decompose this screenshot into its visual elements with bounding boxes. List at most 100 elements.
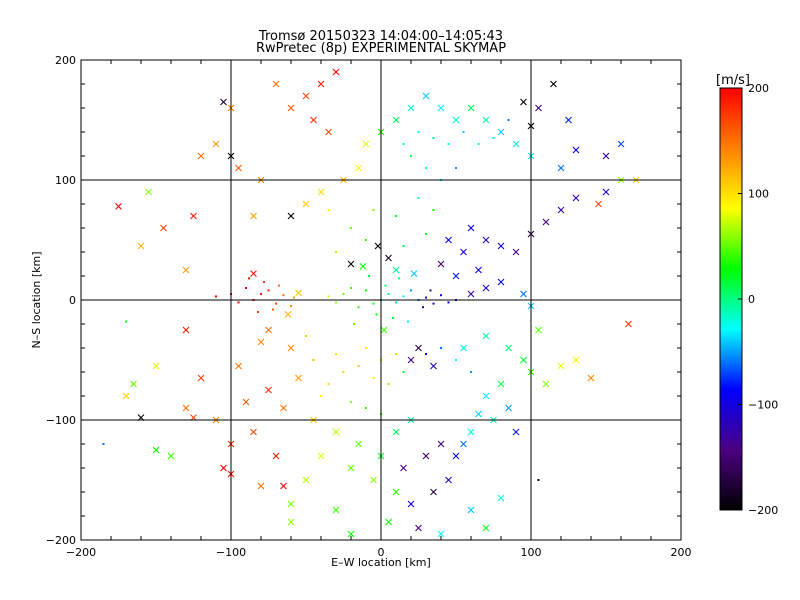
data-point-cross (437, 104, 445, 112)
data-point-cross (497, 128, 505, 136)
data-point-cross (437, 440, 445, 448)
data-point-dot (407, 320, 409, 323)
data-point-dot (335, 353, 337, 355)
data-point-cross (359, 263, 367, 270)
data-point-dot (455, 359, 457, 361)
data-point-cross (272, 452, 280, 460)
data-point-cross (332, 428, 340, 436)
data-point-dot (447, 143, 450, 145)
data-point-cross (392, 116, 400, 124)
data-point-dot (215, 295, 217, 298)
data-point-dot (263, 281, 265, 283)
data-point-cross (325, 128, 332, 136)
data-point-cross (347, 260, 355, 268)
data-point-cross (380, 326, 388, 334)
y-tick-label: −200 (46, 534, 76, 547)
data-point-cross (145, 188, 152, 196)
data-point-dot (365, 347, 367, 349)
data-point-cross (430, 362, 437, 370)
data-point-dot (102, 443, 105, 445)
data-point-cross (542, 218, 550, 226)
data-point-dot (342, 293, 345, 295)
chart-title: Tromsø 20150323 14:04:00–14:05:43 (258, 29, 503, 44)
y-tick-label: 0 (69, 294, 76, 307)
data-point-dot (417, 131, 420, 133)
data-point-dot (417, 197, 420, 199)
data-point-cross (347, 464, 355, 472)
data-point-dot (272, 308, 274, 311)
data-point-dot (384, 284, 387, 287)
data-point-cross (572, 146, 580, 154)
data-point-cross (250, 270, 257, 277)
data-point-cross (287, 500, 295, 508)
data-point-dot (257, 311, 259, 313)
data-point-cross (482, 524, 490, 532)
x-tick-label: 100 (521, 546, 542, 559)
data-point-dot (387, 383, 390, 385)
data-point-dot (395, 215, 397, 217)
data-point-dot (245, 287, 247, 289)
data-point-dot (312, 359, 315, 361)
data-point-cross (512, 248, 520, 256)
data-point-cross (310, 116, 317, 124)
data-point-cross (467, 224, 475, 232)
data-point-cross (505, 404, 512, 412)
data-point-cross (437, 530, 445, 538)
data-point-cross (520, 356, 527, 364)
data-point-cross (602, 188, 610, 196)
grid-lines (81, 60, 681, 540)
data-point-dot (372, 302, 375, 305)
data-point-cross (220, 98, 227, 106)
data-point-dot (320, 395, 322, 397)
data-point-cross (542, 380, 550, 388)
data-point-cross (625, 320, 632, 328)
data-point-cross (512, 428, 520, 436)
data-point-cross (595, 200, 602, 208)
data-point-cross (482, 284, 490, 292)
data-point-dot (327, 295, 330, 298)
data-point-dot (278, 284, 280, 287)
data-point-cross (407, 104, 415, 112)
data-point-dot (398, 277, 400, 280)
data-point-dot (422, 306, 424, 309)
data-point-dot (267, 289, 270, 292)
x-tick-label: 200 (671, 546, 692, 559)
data-point-cross (617, 140, 625, 148)
data-point-cross (482, 392, 490, 400)
data-point-cross (497, 242, 505, 250)
data-point-dot (365, 407, 367, 409)
data-point-cross (302, 476, 310, 484)
data-point-cross (557, 206, 565, 214)
data-point-cross (182, 404, 190, 412)
data-point-cross (317, 80, 325, 88)
data-point-cross (422, 452, 430, 460)
data-point-cross (115, 203, 122, 210)
data-point-cross (295, 374, 302, 382)
data-point-cross (385, 254, 392, 262)
data-point-cross (355, 164, 362, 172)
data-point-cross (410, 270, 418, 277)
data-point-dot (447, 301, 450, 304)
data-point-cross (535, 326, 542, 334)
data-point-cross (160, 224, 167, 232)
data-point-cross (482, 332, 490, 340)
data-point-cross (452, 272, 460, 280)
data-point-cross (235, 362, 242, 370)
data-point-dot (237, 301, 240, 304)
data-point-dot (492, 137, 495, 139)
data-point-dot (402, 371, 405, 373)
y-tick-label: 100 (55, 174, 76, 187)
data-point-cross (374, 242, 382, 250)
data-point-cross (505, 344, 512, 352)
data-point-cross (475, 410, 482, 418)
data-point-cross (482, 236, 490, 244)
data-point-cross (250, 212, 257, 220)
y-tick-label: −100 (46, 414, 76, 427)
y-tick-label: 200 (55, 54, 76, 67)
data-point-cross (512, 140, 520, 148)
data-point-dot (327, 209, 330, 211)
data-point-dot (357, 306, 360, 309)
data-point-cross (317, 188, 325, 196)
colorbar-tick-label: −200 (748, 504, 778, 517)
